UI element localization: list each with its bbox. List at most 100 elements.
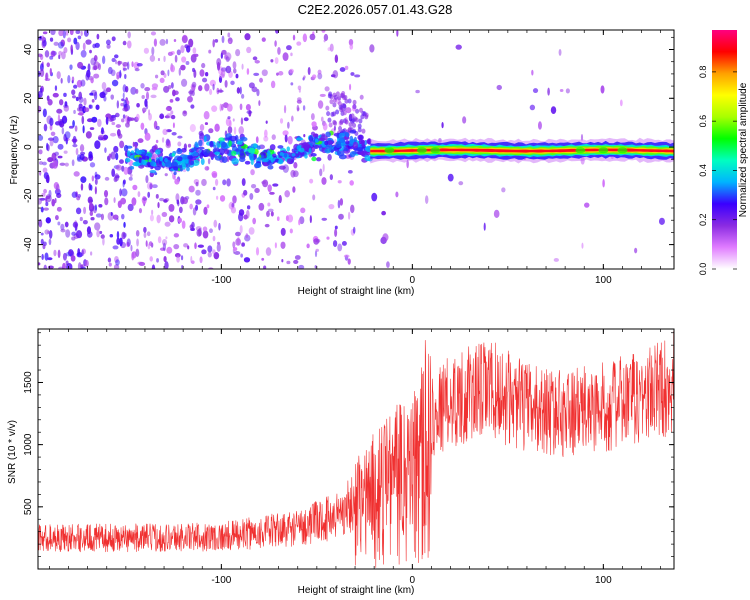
noise-speckle [266, 210, 270, 217]
noise-speckle [81, 249, 84, 257]
noise-speckle [254, 60, 260, 64]
noise-speckle [71, 159, 75, 167]
noise-speckle [293, 259, 299, 264]
noise-speckle [111, 79, 119, 87]
noise-speckle [580, 134, 584, 141]
tone-hotspot [598, 147, 609, 154]
noise-speckle [145, 175, 149, 184]
signal-blob [325, 145, 331, 149]
noise-speckle [332, 70, 339, 79]
noise-speckle [292, 186, 296, 193]
noise-speckle [48, 238, 52, 246]
noise-speckle [180, 255, 184, 261]
noise-speckle [343, 94, 348, 100]
signal-blob [229, 135, 238, 142]
noise-speckle [209, 79, 216, 87]
noise-speckle [149, 256, 153, 262]
noise-speckle [337, 101, 342, 107]
spectrogram-ytick-label: 0 [23, 144, 34, 150]
signal-blob [329, 144, 333, 151]
colorbar-tick-label: 0.8 [698, 66, 708, 79]
noise-speckle [191, 260, 195, 264]
noise-speckle [240, 253, 243, 258]
noise-speckle [115, 164, 122, 171]
noise-speckle [333, 120, 338, 126]
noise-speckle [274, 40, 277, 47]
tone-hotspot [575, 147, 586, 154]
noise-speckle [96, 229, 100, 238]
noise-speckle [243, 257, 251, 263]
snr-ylabel: SNR (10 * v/v) [7, 420, 18, 484]
noise-speckle [253, 72, 260, 77]
noise-speckle [246, 68, 250, 75]
noise-speckle [332, 102, 337, 108]
noise-speckle [40, 232, 44, 236]
noise-speckle [333, 94, 338, 100]
noise-speckle [57, 249, 61, 259]
noise-speckle [177, 135, 183, 139]
noise-speckle [85, 131, 92, 139]
noise-speckle [143, 232, 147, 238]
noise-speckle [71, 236, 76, 241]
noise-speckle [181, 35, 188, 44]
noise-speckle [137, 191, 141, 198]
noise-speckle [208, 128, 214, 134]
signal-blob [278, 165, 286, 170]
noise-speckle [75, 148, 79, 156]
noise-speckle [302, 33, 308, 43]
noise-speckle [94, 222, 101, 231]
noise-speckle [272, 183, 279, 187]
tone-hotspot [617, 147, 628, 154]
signal-blob [311, 156, 317, 162]
noise-speckle [71, 231, 77, 236]
noise-speckle [334, 225, 338, 230]
noise-speckle [424, 195, 429, 204]
noise-speckle [60, 223, 65, 231]
noise-speckle [77, 35, 82, 40]
signal-blob [129, 166, 135, 170]
noise-speckle [246, 205, 251, 210]
signal-blob [338, 132, 345, 139]
noise-speckle [145, 240, 148, 247]
noise-speckle [214, 178, 219, 186]
noise-speckle [265, 120, 268, 124]
noise-speckle [323, 33, 329, 42]
noise-speckle [282, 52, 289, 61]
noise-speckle [262, 179, 269, 188]
noise-speckle [136, 63, 143, 67]
noise-speckle [163, 55, 166, 63]
noise-speckle [57, 41, 64, 49]
noise-speckle [218, 222, 221, 231]
signal-blob [200, 158, 205, 166]
signal-blob [141, 155, 150, 160]
noise-speckle [233, 247, 238, 252]
noise-speckle [339, 119, 344, 125]
signal-blob [308, 135, 314, 143]
signal-blob [181, 147, 187, 153]
noise-speckle [199, 69, 205, 77]
signal-blob [159, 156, 164, 162]
noise-speckle [176, 255, 180, 263]
noise-speckle [326, 111, 331, 117]
noise-speckle [84, 259, 89, 268]
signal-blob [221, 141, 227, 148]
noise-speckle [343, 254, 350, 258]
tone-hotspot [430, 147, 441, 154]
noise-speckle [246, 110, 253, 115]
noise-speckle [79, 153, 85, 161]
noise-speckle [43, 207, 49, 211]
noise-speckle [580, 156, 585, 165]
noise-speckle [102, 237, 105, 246]
noise-speckle [103, 189, 109, 198]
noise-speckle [129, 117, 135, 121]
signal-blob [326, 140, 334, 146]
signal-blob [228, 140, 232, 147]
noise-speckle [361, 110, 366, 116]
noise-speckle [122, 179, 126, 185]
noise-speckle [327, 93, 332, 99]
noise-speckle [80, 30, 83, 37]
noise-speckle [328, 203, 335, 210]
noise-speckle [201, 178, 207, 187]
noise-speckle [209, 228, 213, 234]
noise-speckle [166, 113, 172, 119]
